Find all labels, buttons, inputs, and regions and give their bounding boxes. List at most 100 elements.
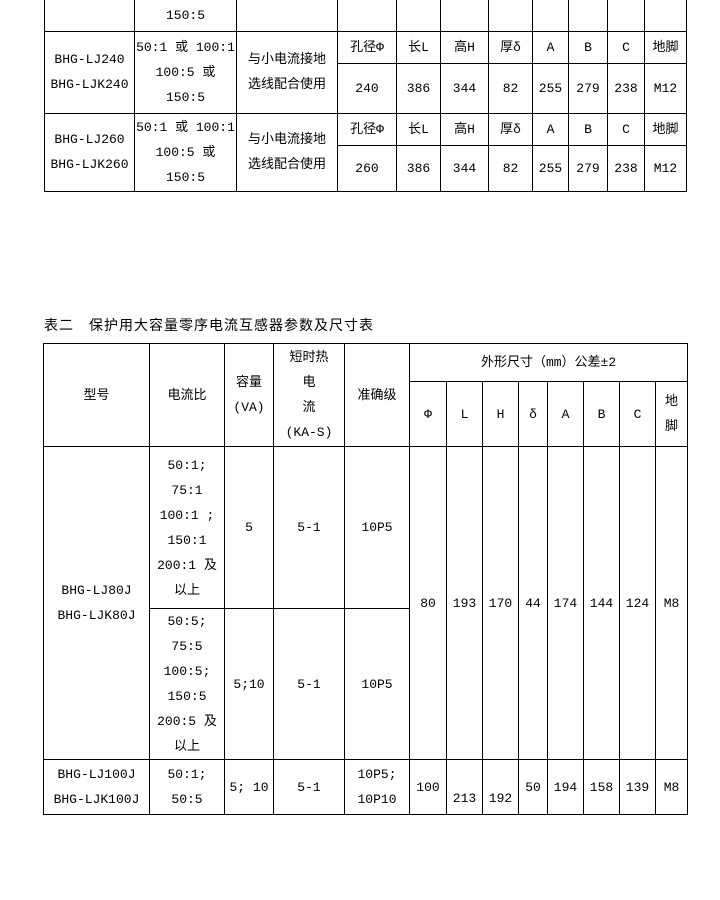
table2-row-80j-sub1: BHG-LJ80J BHG-LJK80J 50:1; 75:1 100:1 ; …	[43, 446, 689, 760]
dim-value-cell: 238	[607, 144, 645, 192]
dim-value-cell: 174	[547, 446, 584, 760]
dim-value-cell: M8	[654, 446, 689, 760]
dim-value-cell: 260	[337, 144, 397, 192]
ratio-line: 100:5;	[163, 664, 211, 679]
dim-value-cell: 139	[619, 759, 656, 815]
dim-value-cell: 238	[607, 62, 645, 114]
header-capacity-line: 容量	[235, 375, 262, 390]
transformer-table-2: 型号 电流比 容量 (VA) 短时热 电 流 (KA-S) 准确级 外形尺寸（m…	[43, 343, 689, 815]
model-line: BHG-LJK80J	[57, 608, 136, 623]
ratio-line: 75:1	[171, 482, 203, 498]
model-line: BHG-LJ100J	[57, 767, 136, 782]
model-line: BHG-LJ240	[54, 52, 125, 67]
ratio-line: 200:5 及	[157, 714, 217, 729]
empty-cell	[236, 0, 338, 32]
dim-value-cell: 386	[396, 62, 441, 114]
accuracy-line: 10P10	[357, 792, 397, 807]
ratio-line: 100:5 或	[155, 144, 216, 160]
dim-value-cell: 255	[532, 144, 569, 192]
ratio-line: 75:5	[171, 639, 203, 654]
accuracy-cell: 10P5	[344, 608, 410, 760]
capacity-cell: 5	[224, 446, 274, 609]
dim-value-cell: 194	[547, 759, 584, 815]
header-thermal: 短时热 电 流 (KA-S)	[273, 343, 345, 447]
dim-value-cell: 213	[446, 759, 483, 815]
model-line: BHG-LJ80J	[61, 583, 132, 598]
dim-value-cell: 124	[619, 446, 656, 760]
dim-value-cell: 193	[446, 446, 483, 760]
ratio-line: 50:1 或 100:1	[136, 39, 235, 55]
table1-row-240-header: BHG-LJ240 BHG-LJK240 50:1 或 100:1 100:5 …	[44, 30, 687, 114]
dim-value-cell: 50	[518, 759, 548, 815]
ratio-line: 50:5;	[167, 614, 207, 629]
dim-value-cell: 386	[396, 144, 441, 192]
dim-header-cell: 长L	[396, 30, 441, 64]
header-accuracy: 准确级	[344, 343, 410, 447]
dim-header-cell: 长L	[396, 112, 441, 146]
dim-value-cell: 144	[583, 446, 620, 760]
model-line: BHG-LJK260	[50, 157, 129, 172]
accuracy-cell: 10P5	[344, 446, 410, 609]
empty-cell	[532, 0, 569, 32]
header-anchor-line: 脚	[665, 419, 679, 434]
header-thermal-line: (KA-S)	[285, 425, 333, 440]
header-dim-col: Φ	[409, 381, 447, 447]
table1-row-260-header: BHG-LJ260 BHG-LJK260 50:1 或 100:1 100:5 …	[44, 112, 687, 192]
ratio-line: 以上	[173, 582, 200, 598]
dim-value-cell: 192	[482, 759, 519, 815]
accuracy-cell: 10P5; 10P10	[344, 759, 410, 815]
ratio-line: 50:1;	[167, 767, 207, 782]
dim-value-cell: 158	[583, 759, 620, 815]
ratio-line: 150:5	[165, 89, 205, 105]
ratio-line: 150:1	[167, 532, 207, 548]
table1-partial-row: 150:5	[44, 0, 687, 32]
ratio-cell: 50:1; 50:5	[149, 759, 225, 815]
ratio-line: 50:1;	[167, 457, 207, 473]
empty-cell	[568, 0, 608, 32]
empty-cell	[607, 0, 645, 32]
usage-line: 与小电流接地	[247, 132, 326, 147]
transformer-table-1: 150:5 BHG-LJ240 BHG-LJK240 50:1 或 100:1 …	[44, 0, 687, 192]
dim-header-cell: B	[568, 112, 608, 146]
header-thermal-line: 电	[302, 375, 316, 390]
dim-header-cell: C	[607, 112, 645, 146]
dim-value-cell: 279	[568, 144, 608, 192]
dim-value-cell: 80	[409, 446, 447, 760]
table2-header-row-1: 型号 电流比 容量 (VA) 短时热 电 流 (KA-S) 准确级 外形尺寸（m…	[43, 343, 689, 447]
model-line: BHG-LJK100J	[53, 792, 140, 807]
model-cell: BHG-LJ260 BHG-LJK260	[44, 112, 135, 192]
empty-cell	[337, 0, 397, 32]
table1-row-240-values: 240 386 344 82 255 279 238 M12	[45, 62, 687, 114]
header-dims-group: 外形尺寸（mm）公差±2	[408, 343, 689, 382]
usage-line: 选线配合使用	[247, 157, 326, 172]
dim-header-cell: 地脚	[644, 112, 687, 146]
thermal-cell: 5-1	[273, 759, 345, 815]
table1-row-260-values: 260 386 344 82 255 279 238 M12	[45, 144, 687, 192]
header-anchor-line: 地	[665, 394, 679, 409]
table2-header-row-2: Φ L H δ A B C 地 脚	[44, 381, 689, 447]
ratio-cell: 50:1 或 100:1 100:5 或 150:5	[134, 30, 237, 114]
table2-title: 表二 保护用大容量零序电流互感器参数及尺寸表	[44, 319, 374, 335]
dim-value-cell: 100	[409, 759, 447, 815]
dim-header-cell: 厚δ	[488, 112, 533, 146]
header-dim-col: A	[547, 381, 584, 447]
ratio-line: 50:5	[171, 792, 203, 807]
ratio-cell: 50:5; 75:5 100:5; 150:5 200:5 及 以上	[149, 608, 225, 760]
dim-header-cell: C	[607, 30, 645, 64]
header-ratio: 电流比	[149, 343, 225, 447]
dim-value-cell: 344	[440, 144, 489, 192]
ratio-line: 以上	[173, 739, 200, 754]
dim-value-cell: 240	[337, 62, 397, 114]
thermal-cell: 5-1	[273, 608, 345, 760]
usage-line: 选线配合使用	[247, 77, 326, 92]
dim-header-cell: 厚δ	[488, 30, 533, 64]
dim-value-cell: 279	[568, 62, 608, 114]
dim-header-cell: 地脚	[644, 30, 687, 64]
usage-cell: 与小电流接地 选线配合使用	[236, 30, 338, 114]
dim-value-cell: 82	[488, 62, 533, 114]
dim-value-cell: M12	[644, 144, 687, 192]
header-dim-col: C	[619, 381, 656, 447]
header-capacity: 容量 (VA)	[224, 343, 274, 447]
dim-value-cell: 344	[440, 62, 489, 114]
